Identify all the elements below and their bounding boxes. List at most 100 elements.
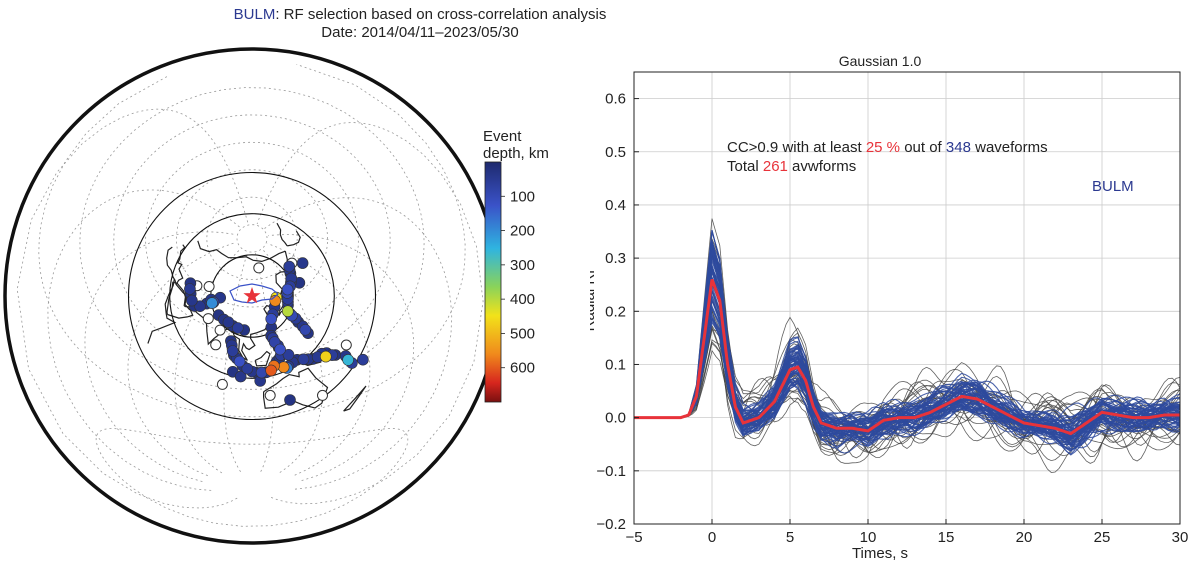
- y-tick-label: 0.5: [605, 144, 626, 161]
- title-station-code: BULM: [233, 6, 276, 23]
- y-tick-label: 0.3: [605, 250, 626, 267]
- event-dot: [234, 370, 247, 383]
- y-axis-label: Radial RF: [590, 265, 598, 332]
- event-dot: [184, 283, 196, 295]
- coastline: [263, 367, 329, 409]
- event-dot: [319, 350, 332, 363]
- event-dot: [194, 300, 206, 313]
- meridian-line: [84, 231, 237, 482]
- coastline: [254, 350, 271, 367]
- event-dot: [255, 366, 268, 379]
- graticule: [16, 64, 484, 527]
- x-tick-label: 20: [1016, 529, 1033, 546]
- unused-event-dot: [264, 389, 276, 401]
- annotation-2a: Total: [727, 158, 763, 175]
- coastline: [166, 281, 194, 319]
- parallel-line: [38, 64, 466, 418]
- colorbar-title-2: depth, km: [483, 145, 549, 162]
- rf-trace: [634, 244, 1181, 439]
- meridian-line: [127, 242, 237, 477]
- meridian-line: [16, 108, 249, 509]
- event-dot: [186, 294, 198, 307]
- event-dot: [222, 316, 235, 329]
- y-tick-label: 0.2: [605, 303, 626, 320]
- title-text: : RF selection based on cross-correlatio…: [275, 6, 607, 23]
- colorbar-tick-label: 400: [510, 291, 535, 308]
- rf-trace: [634, 316, 1181, 432]
- colorbar-tick-label: 300: [510, 257, 535, 274]
- axis-ticks: −5 0 5 10 15 20 25 30 −0.2 −0.1 0.0 0.1 0.2 0.3 0.4 0.5…: [596, 91, 1188, 546]
- distance-ring: [127, 171, 377, 421]
- event-dot: [232, 322, 244, 334]
- x-tick-label: −5: [625, 529, 642, 546]
- figure-title: BULM: RF selection based on cross-correl…: [0, 6, 840, 24]
- event-dot: [206, 297, 218, 309]
- station-star-icon: [243, 287, 261, 304]
- rf-trace: [634, 251, 1181, 448]
- event-dot: [283, 260, 296, 273]
- event-dot: [281, 283, 294, 296]
- figure-title-block: BULM: RF selection based on cross-correl…: [0, 6, 840, 42]
- x-tick-label: 5: [786, 529, 794, 546]
- colorbar-gradient: [484, 161, 502, 403]
- event-dot: [265, 313, 278, 325]
- x-tick-label: 15: [938, 529, 955, 546]
- rf-chart: Gaussian 1.0 −5 0 5 10 15 20 25 30 −0.2 −0.1 0.0 0.…: [590, 53, 1188, 562]
- unused-event-dot: [203, 281, 215, 292]
- colorbar-tick-label: 100: [510, 188, 535, 205]
- annotation-1a: CC>0.9 with at least: [727, 139, 866, 156]
- coastline: [276, 222, 288, 247]
- x-tick-label: 10: [860, 529, 877, 546]
- unused-event-dot: [216, 378, 228, 390]
- unused-event-dot: [253, 262, 265, 274]
- y-tick-label: 0.4: [605, 197, 626, 214]
- rf-trace: [634, 298, 1181, 445]
- event-dot: [284, 394, 296, 406]
- meridian-line: [47, 189, 241, 491]
- colorbar-tick-label: 200: [510, 223, 535, 240]
- station-label: BULM: [1092, 178, 1134, 195]
- annotation-percent: 25 %: [866, 139, 900, 156]
- event-dot: [282, 348, 295, 361]
- annotation-1b: out of: [900, 139, 946, 156]
- x-axis-label: Times, s: [852, 545, 908, 562]
- event-dot: [281, 305, 294, 318]
- mean-rf-line: [634, 278, 1180, 436]
- event-dot: [342, 354, 354, 366]
- event-dot: [357, 353, 369, 366]
- meridian-line: [223, 252, 248, 473]
- plot-frame: [633, 71, 1181, 525]
- y-tick-label: −0.2: [596, 516, 626, 533]
- mongolia-outline: [229, 283, 279, 304]
- x-tick-label: 25: [1094, 529, 1111, 546]
- event-dot: [297, 353, 310, 366]
- rf-trace: [634, 229, 1181, 454]
- colorbar-tick-label: 600: [510, 360, 535, 377]
- annotation-total-count: 261: [763, 158, 788, 175]
- event-dot: [265, 364, 277, 377]
- event-dot: [241, 362, 254, 375]
- rf-traces: [634, 218, 1181, 474]
- meridian-line: [255, 253, 274, 472]
- unused-event-dot: [317, 389, 328, 401]
- annotation-line-2: Total 261 avwforms: [727, 158, 856, 175]
- coastline: [343, 385, 367, 412]
- event-dot: [277, 361, 290, 374]
- unused-event-dot: [214, 324, 226, 336]
- event-dot: [233, 355, 246, 368]
- parallel-line: [236, 224, 268, 253]
- y-tick-label: 0.6: [605, 91, 626, 108]
- annotation-line-1: CC>0.9 with at least 25 % out of 348 wav…: [727, 139, 1048, 156]
- event-map: Event depth, km 100 200 300 400 500 600: [3, 47, 549, 545]
- event-dot: [299, 323, 312, 336]
- meridian-line: [256, 122, 484, 505]
- event-dot: [274, 343, 286, 356]
- annotation-waveform-count: 348: [946, 139, 971, 156]
- distance-ring: [169, 213, 335, 379]
- colorbar-tick-label: 500: [510, 325, 535, 342]
- event-dot: [226, 345, 239, 357]
- y-tick-label: −0.1: [596, 463, 626, 480]
- depth-colorbar: Event depth, km 100 200 300 400 500 600: [483, 128, 549, 403]
- unused-event-dot: [202, 313, 214, 325]
- event-dot: [296, 257, 309, 269]
